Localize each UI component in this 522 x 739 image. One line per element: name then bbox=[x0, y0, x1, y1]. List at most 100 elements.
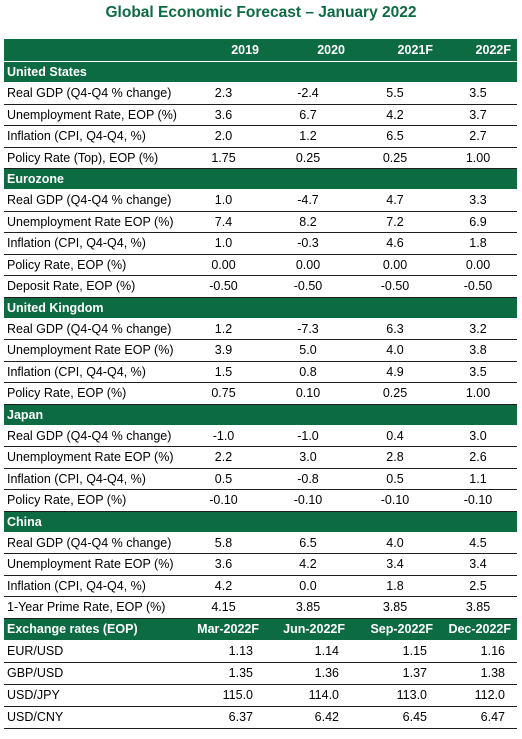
rate-cell: 1.13 bbox=[182, 640, 265, 663]
table-row: Inflation (CPI, Q4-Q4, %) 0.5 -0.8 0.5 1.1 bbox=[4, 468, 517, 490]
value-cell: -0.3 bbox=[265, 232, 351, 255]
year-header-row: 2019 2020 2021F 2022F bbox=[4, 39, 517, 62]
rate-cell: 1.37 bbox=[351, 662, 439, 685]
value-cell: 0.00 bbox=[265, 254, 351, 276]
period-header: Dec-2022F bbox=[439, 618, 517, 641]
section-header-row: Japan bbox=[4, 404, 517, 426]
table-row: Inflation (CPI, Q4-Q4, %) 1.5 0.8 4.9 3.5 bbox=[4, 361, 517, 383]
value-cell: 3.3 bbox=[439, 189, 517, 212]
value-cell: 3.8 bbox=[439, 339, 517, 362]
row-label: Unemployment Rate EOP (%) bbox=[4, 211, 182, 233]
row-label: Policy Rate, EOP (%) bbox=[4, 489, 182, 512]
table-row: Unemployment Rate EOP (%) 3.6 4.2 3.4 3.4 bbox=[4, 553, 517, 576]
value-cell: 3.5 bbox=[439, 82, 517, 105]
rate-cell: 1.15 bbox=[351, 640, 439, 663]
row-label: Real GDP (Q4-Q4 % change) bbox=[4, 425, 182, 447]
table-row: Deposit Rate, EOP (%) -0.50 -0.50 -0.50 -0.5… bbox=[4, 275, 517, 298]
exchange-title: Exchange rates (EOP) bbox=[4, 618, 182, 641]
value-cell: 3.85 bbox=[265, 596, 351, 619]
row-label: Inflation (CPI, Q4-Q4, %) bbox=[4, 468, 182, 490]
value-cell: 5.8 bbox=[182, 532, 265, 554]
year-header: 2019 bbox=[182, 39, 265, 62]
table-row: Policy Rate, EOP (%) 0.75 0.10 0.25 1.00 bbox=[4, 382, 517, 405]
value-cell: 4.0 bbox=[351, 532, 439, 554]
value-cell: 3.4 bbox=[439, 553, 517, 576]
exchange-header-row: Exchange rates (EOP) Mar-2022F Jun-2022F Se… bbox=[4, 618, 517, 641]
value-cell: -0.10 bbox=[265, 489, 351, 512]
value-cell: 3.2 bbox=[439, 318, 517, 340]
value-cell: 1.2 bbox=[182, 318, 265, 340]
table-row: Real GDP (Q4-Q4 % change) 2.3 -2.4 5.5 3.5 bbox=[4, 82, 517, 105]
table-row: Inflation (CPI, Q4-Q4, %) 1.0 -0.3 4.6 1.8 bbox=[4, 232, 517, 255]
value-cell: 0.00 bbox=[439, 254, 517, 276]
row-label: Unemployment Rate EOP (%) bbox=[4, 339, 182, 362]
value-cell: 7.2 bbox=[351, 211, 439, 233]
value-cell: 2.6 bbox=[439, 446, 517, 469]
value-cell: 0.8 bbox=[265, 361, 351, 383]
value-cell: -0.50 bbox=[182, 275, 265, 298]
value-cell: -0.10 bbox=[182, 489, 265, 512]
value-cell: -0.50 bbox=[439, 275, 517, 298]
row-label: Policy Rate, EOP (%) bbox=[4, 382, 182, 405]
value-cell: 2.5 bbox=[439, 575, 517, 597]
value-cell: 6.5 bbox=[265, 532, 351, 554]
currency-pair-label: EUR/USD bbox=[4, 640, 182, 663]
rate-cell: 113.0 bbox=[351, 684, 439, 707]
value-cell: 1.2 bbox=[265, 125, 351, 148]
value-cell: 3.0 bbox=[265, 446, 351, 469]
period-header: Sep-2022F bbox=[351, 618, 439, 641]
row-label: Policy Rate (Top), EOP (%) bbox=[4, 147, 182, 169]
value-cell: -4.7 bbox=[265, 189, 351, 212]
exchange-row: GBP/USD 1.35 1.36 1.37 1.38 bbox=[4, 662, 517, 685]
section-header-row: China bbox=[4, 511, 517, 533]
row-label: Unemployment Rate, EOP (%) bbox=[4, 104, 182, 126]
exchange-row: USD/CNY 6.37 6.42 6.45 6.47 bbox=[4, 706, 517, 729]
value-cell: 7.4 bbox=[182, 211, 265, 233]
value-cell: 3.7 bbox=[439, 104, 517, 126]
value-cell: 6.9 bbox=[439, 211, 517, 233]
value-cell: 2.7 bbox=[439, 125, 517, 148]
rate-cell: 1.38 bbox=[439, 662, 517, 685]
year-header: 2022F bbox=[439, 39, 517, 62]
table-row: Unemployment Rate EOP (%) 7.4 8.2 7.2 6.9 bbox=[4, 211, 517, 233]
section-title: United States bbox=[4, 61, 517, 83]
value-cell: 6.5 bbox=[351, 125, 439, 148]
value-cell: 4.2 bbox=[182, 575, 265, 597]
section-header-row: United States bbox=[4, 61, 517, 83]
value-cell: 1.0 bbox=[182, 232, 265, 255]
table-row: Policy Rate (Top), EOP (%) 1.75 0.25 0.25 1.… bbox=[4, 147, 517, 169]
value-cell: 2.3 bbox=[182, 82, 265, 105]
value-cell: -0.50 bbox=[265, 275, 351, 298]
value-cell: 0.75 bbox=[182, 382, 265, 405]
row-label: Policy Rate, EOP (%) bbox=[4, 254, 182, 276]
period-header: Mar-2022F bbox=[182, 618, 265, 641]
rate-cell: 1.35 bbox=[182, 662, 265, 685]
value-cell: 5.5 bbox=[351, 82, 439, 105]
value-cell: -0.10 bbox=[351, 489, 439, 512]
value-cell: 2.2 bbox=[182, 446, 265, 469]
value-cell: 3.6 bbox=[182, 553, 265, 576]
table-row: Unemployment Rate, EOP (%) 3.6 6.7 4.2 3.7 bbox=[4, 104, 517, 126]
row-label: Real GDP (Q4-Q4 % change) bbox=[4, 532, 182, 554]
table-row: Real GDP (Q4-Q4 % change) -1.0 -1.0 0.4 3.0 bbox=[4, 425, 517, 447]
value-cell: 2.8 bbox=[351, 446, 439, 469]
value-cell: -7.3 bbox=[265, 318, 351, 340]
currency-pair-label: USD/CNY bbox=[4, 706, 182, 729]
value-cell: 0.10 bbox=[265, 382, 351, 405]
row-label: 1-Year Prime Rate, EOP (%) bbox=[4, 596, 182, 619]
year-header: 2021F bbox=[351, 39, 439, 62]
table-row: 1-Year Prime Rate, EOP (%) 4.15 3.85 3.85 3.… bbox=[4, 596, 517, 619]
table-row: Policy Rate, EOP (%) -0.10 -0.10 -0.10 -0.10 bbox=[4, 489, 517, 512]
row-label: Unemployment Rate EOP (%) bbox=[4, 553, 182, 576]
value-cell: 0.5 bbox=[351, 468, 439, 490]
value-cell: 3.0 bbox=[439, 425, 517, 447]
value-cell: -1.0 bbox=[265, 425, 351, 447]
value-cell: -2.4 bbox=[265, 82, 351, 105]
value-cell: 1.0 bbox=[182, 189, 265, 212]
value-cell: 5.0 bbox=[265, 339, 351, 362]
table-row: Inflation (CPI, Q4-Q4, %) 4.2 0.0 1.8 2.5 bbox=[4, 575, 517, 597]
rate-cell: 1.36 bbox=[265, 662, 351, 685]
value-cell: -1.0 bbox=[182, 425, 265, 447]
value-cell: 4.15 bbox=[182, 596, 265, 619]
rate-cell: 6.42 bbox=[265, 706, 351, 729]
